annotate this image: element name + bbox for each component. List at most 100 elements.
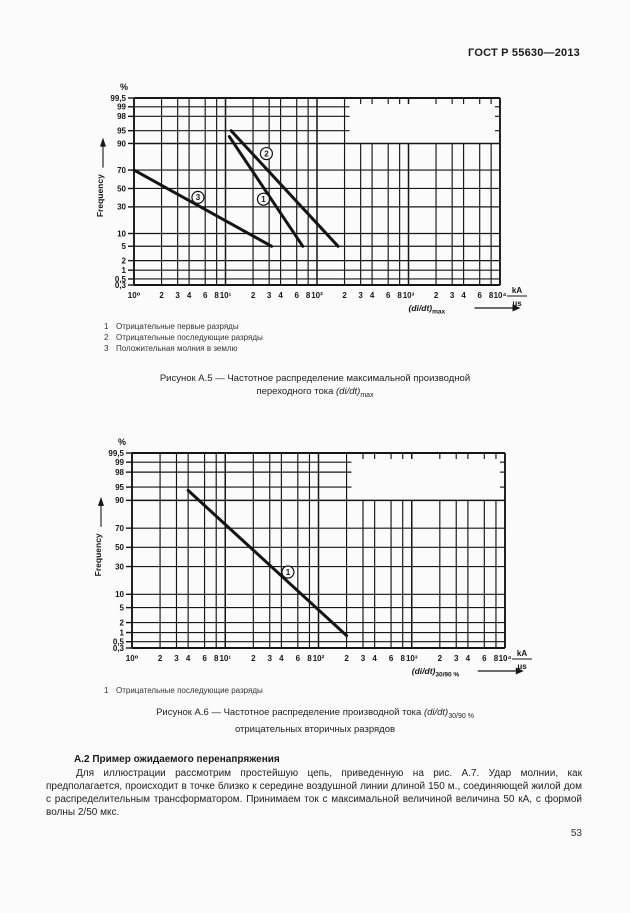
series-line-1 <box>186 488 349 638</box>
x-tick-label: 8 <box>400 654 405 663</box>
figure-a6-legend: 1 Отрицательные последующие разряды <box>104 685 263 696</box>
y-tick-label: 2 <box>120 618 125 627</box>
x-tick-label: 2 <box>159 291 164 300</box>
x-tick-label: 3 <box>175 291 180 300</box>
series-line-1 <box>227 135 305 248</box>
x-tick-label: 6 <box>389 654 394 663</box>
x-tick-label: 10⁴ <box>494 291 507 300</box>
x-axis-unit: kA μs <box>507 286 527 308</box>
x-tick-label: 3 <box>361 654 366 663</box>
x-tick-label: 6 <box>202 654 207 663</box>
caption-a6-formula: (di/dt) <box>423 707 449 718</box>
x-tick-label: 10¹ <box>219 654 231 663</box>
caption-a6-formula-sub: 30/90 % <box>448 712 474 720</box>
legend-item: 1 Отрицательные последующие разряды <box>104 685 263 696</box>
svg-text:3: 3 <box>196 193 201 202</box>
y-tick-label: 70 <box>117 166 126 175</box>
x-tick-label: 4 <box>461 291 466 300</box>
y-tick-label: 95 <box>115 483 124 492</box>
x-tick-label: 6 <box>296 654 301 663</box>
x-tick-label: 4 <box>187 291 192 300</box>
legend-item-text: Отрицательные последующие разряды <box>116 686 263 695</box>
x-tick-label: 3 <box>268 654 273 663</box>
y-tick-label: 5 <box>120 603 125 612</box>
x-tick-label: 10³ <box>403 291 415 300</box>
data-series: 1 2 3 <box>132 129 340 248</box>
page-number: 53 <box>570 828 582 839</box>
x-axis-arrowhead <box>515 667 524 675</box>
legend-item-text: Отрицательные последующие разряды <box>116 333 263 342</box>
x-tick-label: 6 <box>294 291 299 300</box>
y-axis-arrowhead <box>98 496 104 506</box>
document-number: ГОСТ Р 55630—2013 <box>468 47 580 59</box>
x-unit-denominator: μs <box>517 662 527 671</box>
series-marker-3: 3 <box>191 190 205 204</box>
x-tick-label: 6 <box>482 654 487 663</box>
legend-item-number: 1 <box>104 686 109 695</box>
legend-item-number: 1 <box>104 322 109 331</box>
x-tick-label: 4 <box>466 654 471 663</box>
x-tick-label: 10² <box>311 291 323 300</box>
x-tick-label: 10² <box>313 654 325 663</box>
plot-grid <box>102 97 513 309</box>
legend-item: 3 Положительная молния в землю <box>104 343 263 354</box>
svg-text:1: 1 <box>286 568 291 577</box>
y-tick-label: 99,5 <box>110 94 126 103</box>
y-axis-arrowhead <box>100 137 106 147</box>
x-tick-label: 2 <box>438 654 443 663</box>
caption-a5-line1: Рисунок А.5 — Частотное распределение ма… <box>159 373 471 384</box>
series-line-3 <box>132 168 274 248</box>
y-axis-title: Frequency <box>93 533 103 576</box>
x-tick-label: 3 <box>358 291 363 300</box>
y-axis-unit: % <box>118 437 126 447</box>
x-tick-label: 10³ <box>406 654 418 663</box>
section-heading: А.2 Пример ожидаемого перенапряжения <box>74 754 280 765</box>
y-tick-label: 1 <box>122 266 127 275</box>
x-tick-label: 2 <box>251 291 256 300</box>
x-tick-label: 4 <box>279 654 284 663</box>
legend-item-text: Отрицательные первые разряды <box>116 322 239 331</box>
x-axis-unit: kA μs <box>512 649 532 671</box>
y-tick-label: 30 <box>117 203 126 212</box>
y-tick-label: 30 <box>115 562 124 571</box>
x-tick-label: 4 <box>372 654 377 663</box>
x-tick-label: 8 <box>306 291 311 300</box>
plot-grid <box>100 452 516 672</box>
caption-a5-line2: переходного тока <box>256 386 337 397</box>
series-marker-1: 1 <box>256 192 271 206</box>
y-tick-label: 99,5 <box>108 449 124 458</box>
y-axis-unit: % <box>120 82 128 92</box>
y-tick-label: 5 <box>122 242 127 251</box>
data-series: 1 <box>186 488 349 638</box>
figure-a6-caption: Рисунок А.6 — Частотное распределение пр… <box>45 706 585 736</box>
y-tick-label: 2 <box>122 256 127 265</box>
x-tick-label: 3 <box>454 654 459 663</box>
x-tick-label: 3 <box>450 291 455 300</box>
y-tick-label: 98 <box>117 112 126 121</box>
x-tick-label: 2 <box>344 654 349 663</box>
y-tick-label: 1 <box>120 628 125 637</box>
legend-item-text: Положительная молния в землю <box>116 344 238 353</box>
x-tick-label: 10¹ <box>220 291 232 300</box>
x-tick-label: 2 <box>342 291 347 300</box>
legend-item: 2 Отрицательные последующие разряды <box>104 332 263 343</box>
y-tick-label: 0,5 <box>113 638 125 647</box>
caption-a6-line1: Рисунок А.6 — Частотное распределение пр… <box>156 707 424 718</box>
x-axis-arrowhead <box>512 304 521 312</box>
x-tick-label: 3 <box>174 654 179 663</box>
x-tick-label: 3 <box>267 291 272 300</box>
section-paragraph: Для иллюстрации рассмотрим простейшую це… <box>46 768 582 818</box>
y-tick-label: 90 <box>115 496 124 505</box>
x-tick-label: 2 <box>434 291 439 300</box>
x-tick-label: 10⁰ <box>128 291 141 300</box>
x-tick-label: 8 <box>307 654 312 663</box>
caption-a5-formula-sub: max <box>360 391 374 399</box>
y-tick-label: 99 <box>117 103 126 112</box>
legend-item-number: 3 <box>104 344 109 353</box>
x-unit-numerator: kA <box>512 286 522 295</box>
series-marker-1: 1 <box>281 565 295 579</box>
